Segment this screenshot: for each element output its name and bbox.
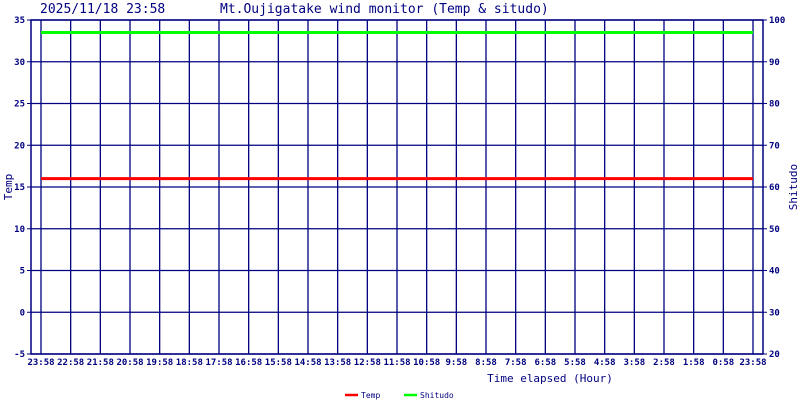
x-tick-label: 2:58 xyxy=(653,358,675,368)
x-tick-label: 17:58 xyxy=(205,358,232,368)
y-tick-label-right: 40 xyxy=(769,267,780,277)
series xyxy=(41,31,753,181)
y-tick-label-right: 70 xyxy=(769,141,780,151)
y-tick-label-left: 30 xyxy=(14,58,25,68)
x-tick-label: 9:58 xyxy=(445,358,467,368)
y-tick-label-right: 80 xyxy=(769,100,780,110)
ticks: 23:58 22:58 21:58 20:58 19:58 18:58 17:58 16:58… xyxy=(14,16,785,368)
y-tick-label-left: 0 xyxy=(20,308,25,318)
legend-label-shitudo: Shitudo xyxy=(420,391,454,400)
legend-label-temp: Temp xyxy=(361,391,380,400)
x-tick-label: 5:58 xyxy=(564,358,586,368)
x-axis-label: Time elapsed (Hour) xyxy=(487,372,613,385)
y-tick-label-left: 35 xyxy=(14,16,25,26)
y-tick-label-right: 50 xyxy=(769,225,780,235)
x-tick-label: 14:58 xyxy=(294,358,321,368)
x-tick-label: 15:58 xyxy=(265,358,292,368)
legend: Temp Shitudo xyxy=(345,391,454,400)
y-tick-label-right: 20 xyxy=(769,350,780,360)
y-tick-label-left: -5 xyxy=(14,350,25,360)
y-tick-label-right: 30 xyxy=(769,308,780,318)
x-tick-label: 23:58 xyxy=(739,358,766,368)
chart-title: Mt.Oujigatake wind monitor (Temp & situd… xyxy=(220,2,549,17)
x-tick-label: 0:58 xyxy=(712,358,734,368)
y-tick-label-left: 15 xyxy=(14,183,25,193)
y-tick-label-left: 5 xyxy=(20,267,25,277)
x-tick-label: 10:58 xyxy=(413,358,440,368)
grid xyxy=(31,19,763,355)
x-tick-label: 3:58 xyxy=(623,358,645,368)
y-tick-label-left: 10 xyxy=(14,225,25,235)
x-tick-label: 22:58 xyxy=(57,358,84,368)
x-tick-label: 19:58 xyxy=(146,358,173,368)
x-tick-label: 8:58 xyxy=(475,358,497,368)
x-tick-label: 4:58 xyxy=(594,358,616,368)
x-tick-label: 1:58 xyxy=(683,358,705,368)
x-tick-label: 6:58 xyxy=(534,358,556,368)
y-tick-label-left: 20 xyxy=(14,141,25,151)
x-tick-label: 18:58 xyxy=(176,358,203,368)
y-tick-label-right: 100 xyxy=(769,16,785,26)
x-tick-label: 16:58 xyxy=(235,358,262,368)
y-axis-right-label: Shitudo xyxy=(787,164,800,210)
x-tick-label: 20:58 xyxy=(116,358,143,368)
x-tick-label: 13:58 xyxy=(324,358,351,368)
y-tick-label-right: 90 xyxy=(769,58,780,68)
x-tick-label: 23:58 xyxy=(27,358,54,368)
x-tick-label: 11:58 xyxy=(383,358,410,368)
chart-timestamp: 2025/11/18 23:58 xyxy=(40,2,165,17)
y-tick-label-right: 60 xyxy=(769,183,780,193)
x-tick-label: 7:58 xyxy=(505,358,527,368)
y-tick-label-left: 25 xyxy=(14,100,25,110)
x-tick-label: 12:58 xyxy=(354,358,381,368)
y-axis-left-label: Temp xyxy=(2,174,15,201)
x-tick-label: 21:58 xyxy=(87,358,114,368)
